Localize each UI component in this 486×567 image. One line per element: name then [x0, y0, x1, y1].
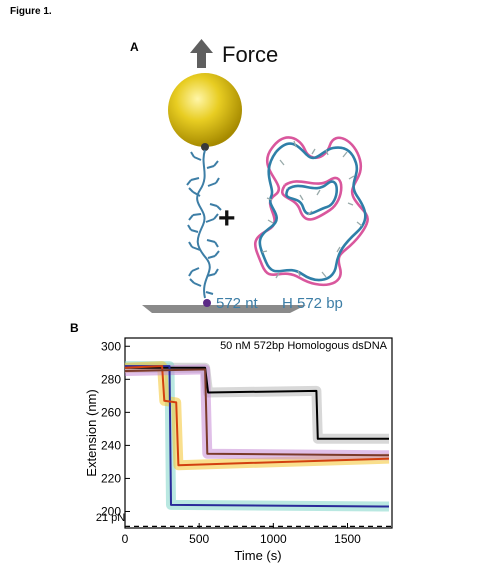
dsdna-cluster: [253, 136, 369, 287]
force-arrow-icon: [190, 39, 213, 68]
ssdna-length-label: 572 nt: [216, 295, 259, 312]
x-tick-label: 0: [122, 532, 129, 546]
panel-a-illustration: Force + 572 nt H 572 bp: [142, 39, 369, 313]
panel-b-label: B: [70, 321, 79, 335]
y-tick-label: 260: [101, 405, 121, 419]
x-axis-label: Time (s): [234, 548, 281, 563]
series-4-line: [124, 368, 390, 457]
glass-surface: [142, 305, 306, 313]
dsdna-length-label: H 572 bp: [282, 295, 343, 312]
surface-anchor: [203, 299, 211, 307]
y-tick-label: 280: [101, 372, 121, 386]
y-tick-label: 200: [101, 504, 121, 518]
force-label: Force: [222, 42, 278, 67]
plus-sign: +: [218, 202, 236, 235]
chart-title: 50 nM 572bp Homologous dsDNA: [220, 340, 388, 352]
y-tick-label: 220: [101, 471, 121, 485]
plot-frame: [124, 337, 393, 529]
force-annotation: 21 pN: [96, 512, 125, 524]
ssdna-strand: [186, 149, 222, 299]
x-tick-label: 1500: [334, 532, 361, 546]
magnetic-bead: [168, 73, 242, 147]
y-axis-label: Extension (nm): [84, 389, 99, 476]
y-tick-label: 240: [101, 438, 121, 452]
panel-a-label: A: [130, 40, 139, 54]
bead-anchor: [201, 143, 209, 151]
y-tick-label: 300: [101, 339, 121, 353]
series-3-line: [124, 365, 390, 467]
x-tick-label: 500: [189, 532, 209, 546]
extension-time-chart: 0 500 1000 1500 200 220 240 260 280 300 50 nM 57…: [84, 337, 393, 563]
series-1-line: [125, 366, 389, 440]
figure-title: Figure 1.: [10, 6, 52, 17]
x-tick-label: 1000: [260, 532, 287, 546]
